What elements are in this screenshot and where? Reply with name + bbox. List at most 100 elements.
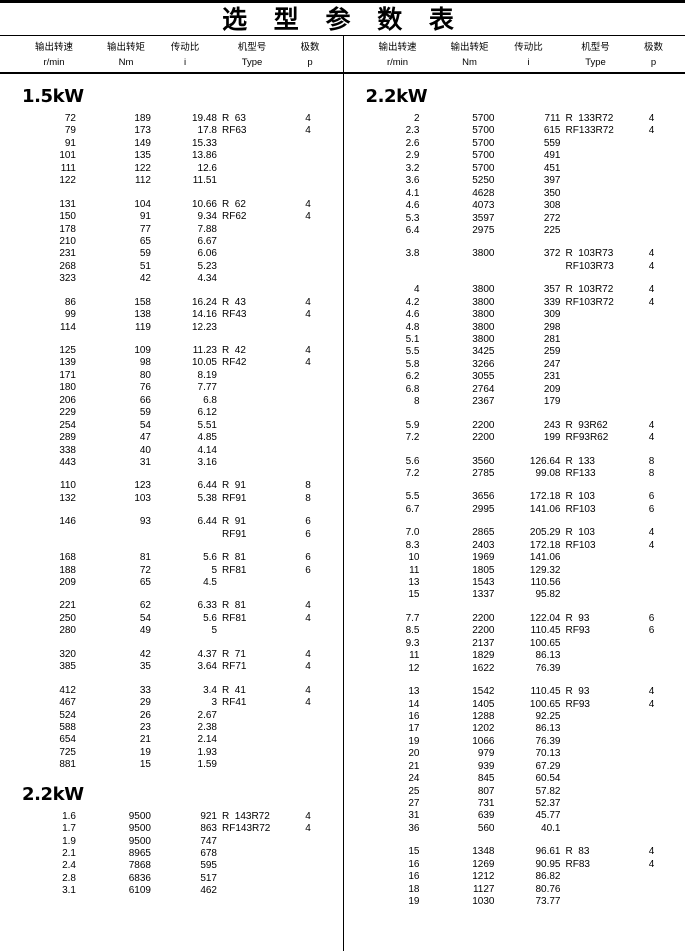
cell-ratio: 12.23 <box>191 321 217 333</box>
table-row: 7.7 2200 122.04 R 93 6 <box>344 613 685 625</box>
cell-speed: 24 <box>408 773 420 785</box>
table-row: 6.2 3055 231 <box>344 371 685 383</box>
cell-ratio: 17.8 <box>197 125 217 137</box>
cell-torque: 123 <box>134 480 151 492</box>
cell-ratio: 52.37 <box>535 798 561 809</box>
table-row: 36 560 40.1 <box>344 823 685 835</box>
cell-ratio: 86.13 <box>535 650 561 662</box>
cell-speed: 412 <box>59 684 76 696</box>
cell-poles: 4 <box>648 284 655 296</box>
model-group: 72 189 19.48 R 63 4 79 173 17.8 RF63 4 91 149 15.33 1… <box>0 113 343 188</box>
cell-speed: 5.3 <box>405 212 420 224</box>
cell-torque: 939 <box>477 760 495 772</box>
header-output-speed-right: 输出转速 r/min <box>378 42 417 68</box>
table-row: 5.8 3266 247 <box>344 359 685 371</box>
cell-ratio: 2.67 <box>197 709 217 721</box>
cell-speed: 210 <box>59 235 76 247</box>
cell-speed: 125 <box>59 345 76 356</box>
model-group: 320 42 4.37 R 71 4 385 35 3.64 RF71 4 <box>0 649 343 674</box>
cell-speed: 385 <box>59 661 76 673</box>
cell-torque: 29 <box>139 697 151 709</box>
cell-torque: 2403 <box>472 539 495 551</box>
cell-torque: 560 <box>477 822 495 834</box>
cell-speed: 3.1 <box>62 885 76 897</box>
cell-ratio: 243 <box>543 419 561 431</box>
cell-torque: 65 <box>139 235 151 247</box>
cell-torque: 5700 <box>472 137 495 149</box>
cell-ratio: 747 <box>200 835 217 847</box>
model-group: 1.6 9500 921 R 143R72 4 1.7 9500 863 RF143R72 4 1.… <box>0 811 343 898</box>
cell-torque: 3597 <box>472 212 495 224</box>
cell-type: RF43 <box>222 309 247 321</box>
cell-speed: 6.2 <box>405 371 420 383</box>
cell-poles: 4 <box>305 661 311 673</box>
cell-ratio: 11.23 <box>192 345 217 356</box>
cell-torque: 98 <box>139 357 151 369</box>
table-row: 210 65 6.67 <box>0 236 343 248</box>
cell-poles: 4 <box>648 858 655 870</box>
cell-torque: 2865 <box>472 527 495 539</box>
cell-ratio: 491 <box>543 150 561 162</box>
table-row: 6.8 2764 209 <box>344 384 685 396</box>
cell-ratio: 90.95 <box>535 858 561 870</box>
cell-speed: 20 <box>408 748 420 760</box>
cell-speed: 5.8 <box>405 358 420 370</box>
cell-type: R 91 <box>222 516 246 528</box>
cell-ratio: 11.51 <box>192 175 217 187</box>
cell-ratio: 247 <box>543 358 561 370</box>
cell-torque: 54 <box>139 419 151 431</box>
cell-torque: 149 <box>134 137 151 149</box>
cell-torque: 21 <box>139 734 151 746</box>
cell-ratio: 6.33 <box>197 600 217 612</box>
cell-torque: 5700 <box>472 125 495 137</box>
cell-ratio: 5 <box>211 564 217 576</box>
table-row: 18 1127 80.76 <box>344 884 685 896</box>
cell-torque: 135 <box>134 150 151 162</box>
cell-torque: 59 <box>139 248 151 260</box>
cell-speed: 15 <box>408 589 420 601</box>
cell-torque: 807 <box>477 785 495 797</box>
cell-speed: 1.9 <box>62 835 76 847</box>
cell-torque: 979 <box>477 748 495 760</box>
table-row: 250 54 5.6 RF81 4 <box>0 613 343 625</box>
cell-torque: 31 <box>139 456 151 468</box>
cell-ratio: 517 <box>200 872 217 884</box>
table-row: 86 158 16.24 R 43 4 <box>0 297 343 309</box>
cell-ratio: 921 <box>200 810 217 822</box>
table-row: 7.2 2200 199 RF93R62 4 <box>344 432 685 444</box>
cell-speed: 101 <box>59 150 76 162</box>
cell-speed: 12 <box>408 662 420 674</box>
cell-type: R 83 <box>565 846 590 858</box>
cell-torque: 3800 <box>472 284 495 296</box>
table-row: 16 1288 92.25 <box>344 711 685 723</box>
cell-speed: 654 <box>59 734 76 746</box>
table-row: 2.1 8965 678 <box>0 848 343 860</box>
cell-speed: 16 <box>408 858 420 870</box>
cell-torque: 1030 <box>472 896 495 908</box>
cell-type: R 133 <box>565 455 595 467</box>
cell-torque: 122 <box>134 162 151 174</box>
cell-ratio: 397 <box>543 175 561 187</box>
cell-torque: 59 <box>139 407 151 419</box>
cell-ratio: 5 <box>211 625 217 637</box>
cell-speed: 72 <box>64 113 76 124</box>
cell-speed: 6.7 <box>405 503 420 515</box>
table-row: 1.7 9500 863 RF143R72 4 <box>0 823 343 835</box>
table-row: 7.0 2865 205.29 R 103 4 <box>344 527 685 539</box>
cell-torque: 23 <box>139 721 151 733</box>
cell-ratio: 110.45 <box>530 625 561 637</box>
cell-poles: 4 <box>305 823 311 835</box>
table-row: 2.3 5700 615 RF133R72 4 <box>344 125 685 137</box>
cell-type: R 42 <box>222 345 246 356</box>
cell-ratio: 205.29 <box>529 527 561 539</box>
model-group: 5.5 3656 172.18 R 103 6 6.7 2995 141.06 RF103 6 <box>344 491 685 516</box>
cell-ratio: 6.44 <box>197 516 217 528</box>
cell-speed: 1.6 <box>62 810 76 822</box>
table-row: 19 1066 76.39 <box>344 736 685 748</box>
cell-speed: 21 <box>408 760 420 772</box>
cell-poles: 6 <box>305 564 311 576</box>
cell-poles: 4 <box>305 211 311 223</box>
cell-poles: 4 <box>305 648 311 660</box>
cell-torque: 8965 <box>128 848 151 859</box>
cell-speed: 15 <box>408 846 420 858</box>
